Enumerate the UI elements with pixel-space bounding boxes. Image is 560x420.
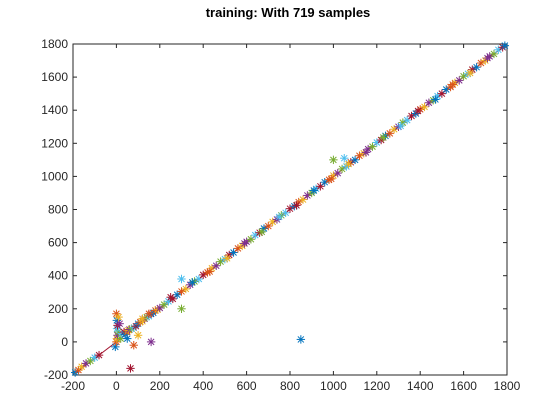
x-tick-label: 600 <box>237 379 257 393</box>
data-point <box>133 331 143 340</box>
data-point <box>296 335 306 344</box>
y-tick-label: 0 <box>61 335 68 349</box>
data-point <box>126 364 135 373</box>
x-tick-label: 1200 <box>363 379 390 393</box>
data-point <box>379 133 388 142</box>
x-tick-label: 200 <box>150 379 170 393</box>
data-point <box>216 257 225 266</box>
data-point <box>500 41 510 50</box>
data-point <box>431 95 440 104</box>
data-point <box>420 102 429 112</box>
x-tick-label: 1800 <box>494 379 521 393</box>
data-point <box>205 267 214 276</box>
y-tick-label: 400 <box>48 269 68 283</box>
x-tick-label: 400 <box>193 379 213 393</box>
chart-title: training: With 719 samples <box>206 5 371 20</box>
data-point <box>455 76 464 85</box>
data-point <box>407 111 416 121</box>
data-point <box>164 297 173 306</box>
data-point <box>146 337 156 347</box>
data-point <box>246 235 256 244</box>
x-tick-label: 0 <box>113 379 120 393</box>
y-tick-label: 1400 <box>41 103 68 117</box>
y-tick-label: 1600 <box>41 70 68 84</box>
y-tick-label: 1800 <box>41 37 68 51</box>
data-point <box>309 186 319 195</box>
data-point <box>361 148 371 157</box>
data-point <box>138 314 147 323</box>
data-point <box>251 230 260 240</box>
data-point <box>368 142 377 151</box>
y-tick-label: 1000 <box>41 169 68 183</box>
data-point <box>274 212 284 222</box>
data-point <box>144 309 154 318</box>
data-point <box>155 303 164 313</box>
data-point <box>292 201 301 210</box>
data-point <box>86 356 95 366</box>
data-point <box>115 319 124 328</box>
data-point <box>94 350 104 360</box>
y-tick-label: -200 <box>44 368 68 382</box>
plot-area: -200 0 200 400 600 800 1000 1200 1400 1600 1800 -20… <box>41 37 520 393</box>
data-point <box>77 362 86 371</box>
data-point <box>489 49 499 59</box>
y-tick-label: 800 <box>48 203 68 217</box>
data-point <box>448 80 457 89</box>
data-point <box>111 342 120 352</box>
data-point <box>396 121 405 131</box>
data-point <box>329 155 338 165</box>
y-tick-label: 600 <box>48 236 68 250</box>
data-point <box>123 334 132 343</box>
x-tick-label: 800 <box>280 379 300 393</box>
x-tick-label: 1600 <box>450 379 477 393</box>
data-point <box>340 153 349 163</box>
data-point <box>222 254 232 263</box>
data-point <box>240 239 249 248</box>
data-point <box>344 159 353 169</box>
data-point <box>177 274 186 284</box>
x-tick-label: -200 <box>61 379 85 393</box>
x-tick-label: 1000 <box>320 379 347 393</box>
data-point <box>413 106 423 116</box>
data-point <box>483 53 492 63</box>
data-point <box>114 312 123 322</box>
data-point <box>129 341 138 350</box>
data-point <box>257 227 266 237</box>
y-tick-label: 1200 <box>41 136 68 150</box>
data-point <box>159 300 169 309</box>
x-tick-label: 1400 <box>407 379 434 393</box>
data-point <box>177 304 186 313</box>
y-tick-label: 200 <box>48 302 68 316</box>
data-point <box>172 290 182 299</box>
data-point <box>188 278 197 287</box>
data-point <box>327 174 336 184</box>
data-point <box>166 293 175 302</box>
data-point <box>465 68 475 78</box>
